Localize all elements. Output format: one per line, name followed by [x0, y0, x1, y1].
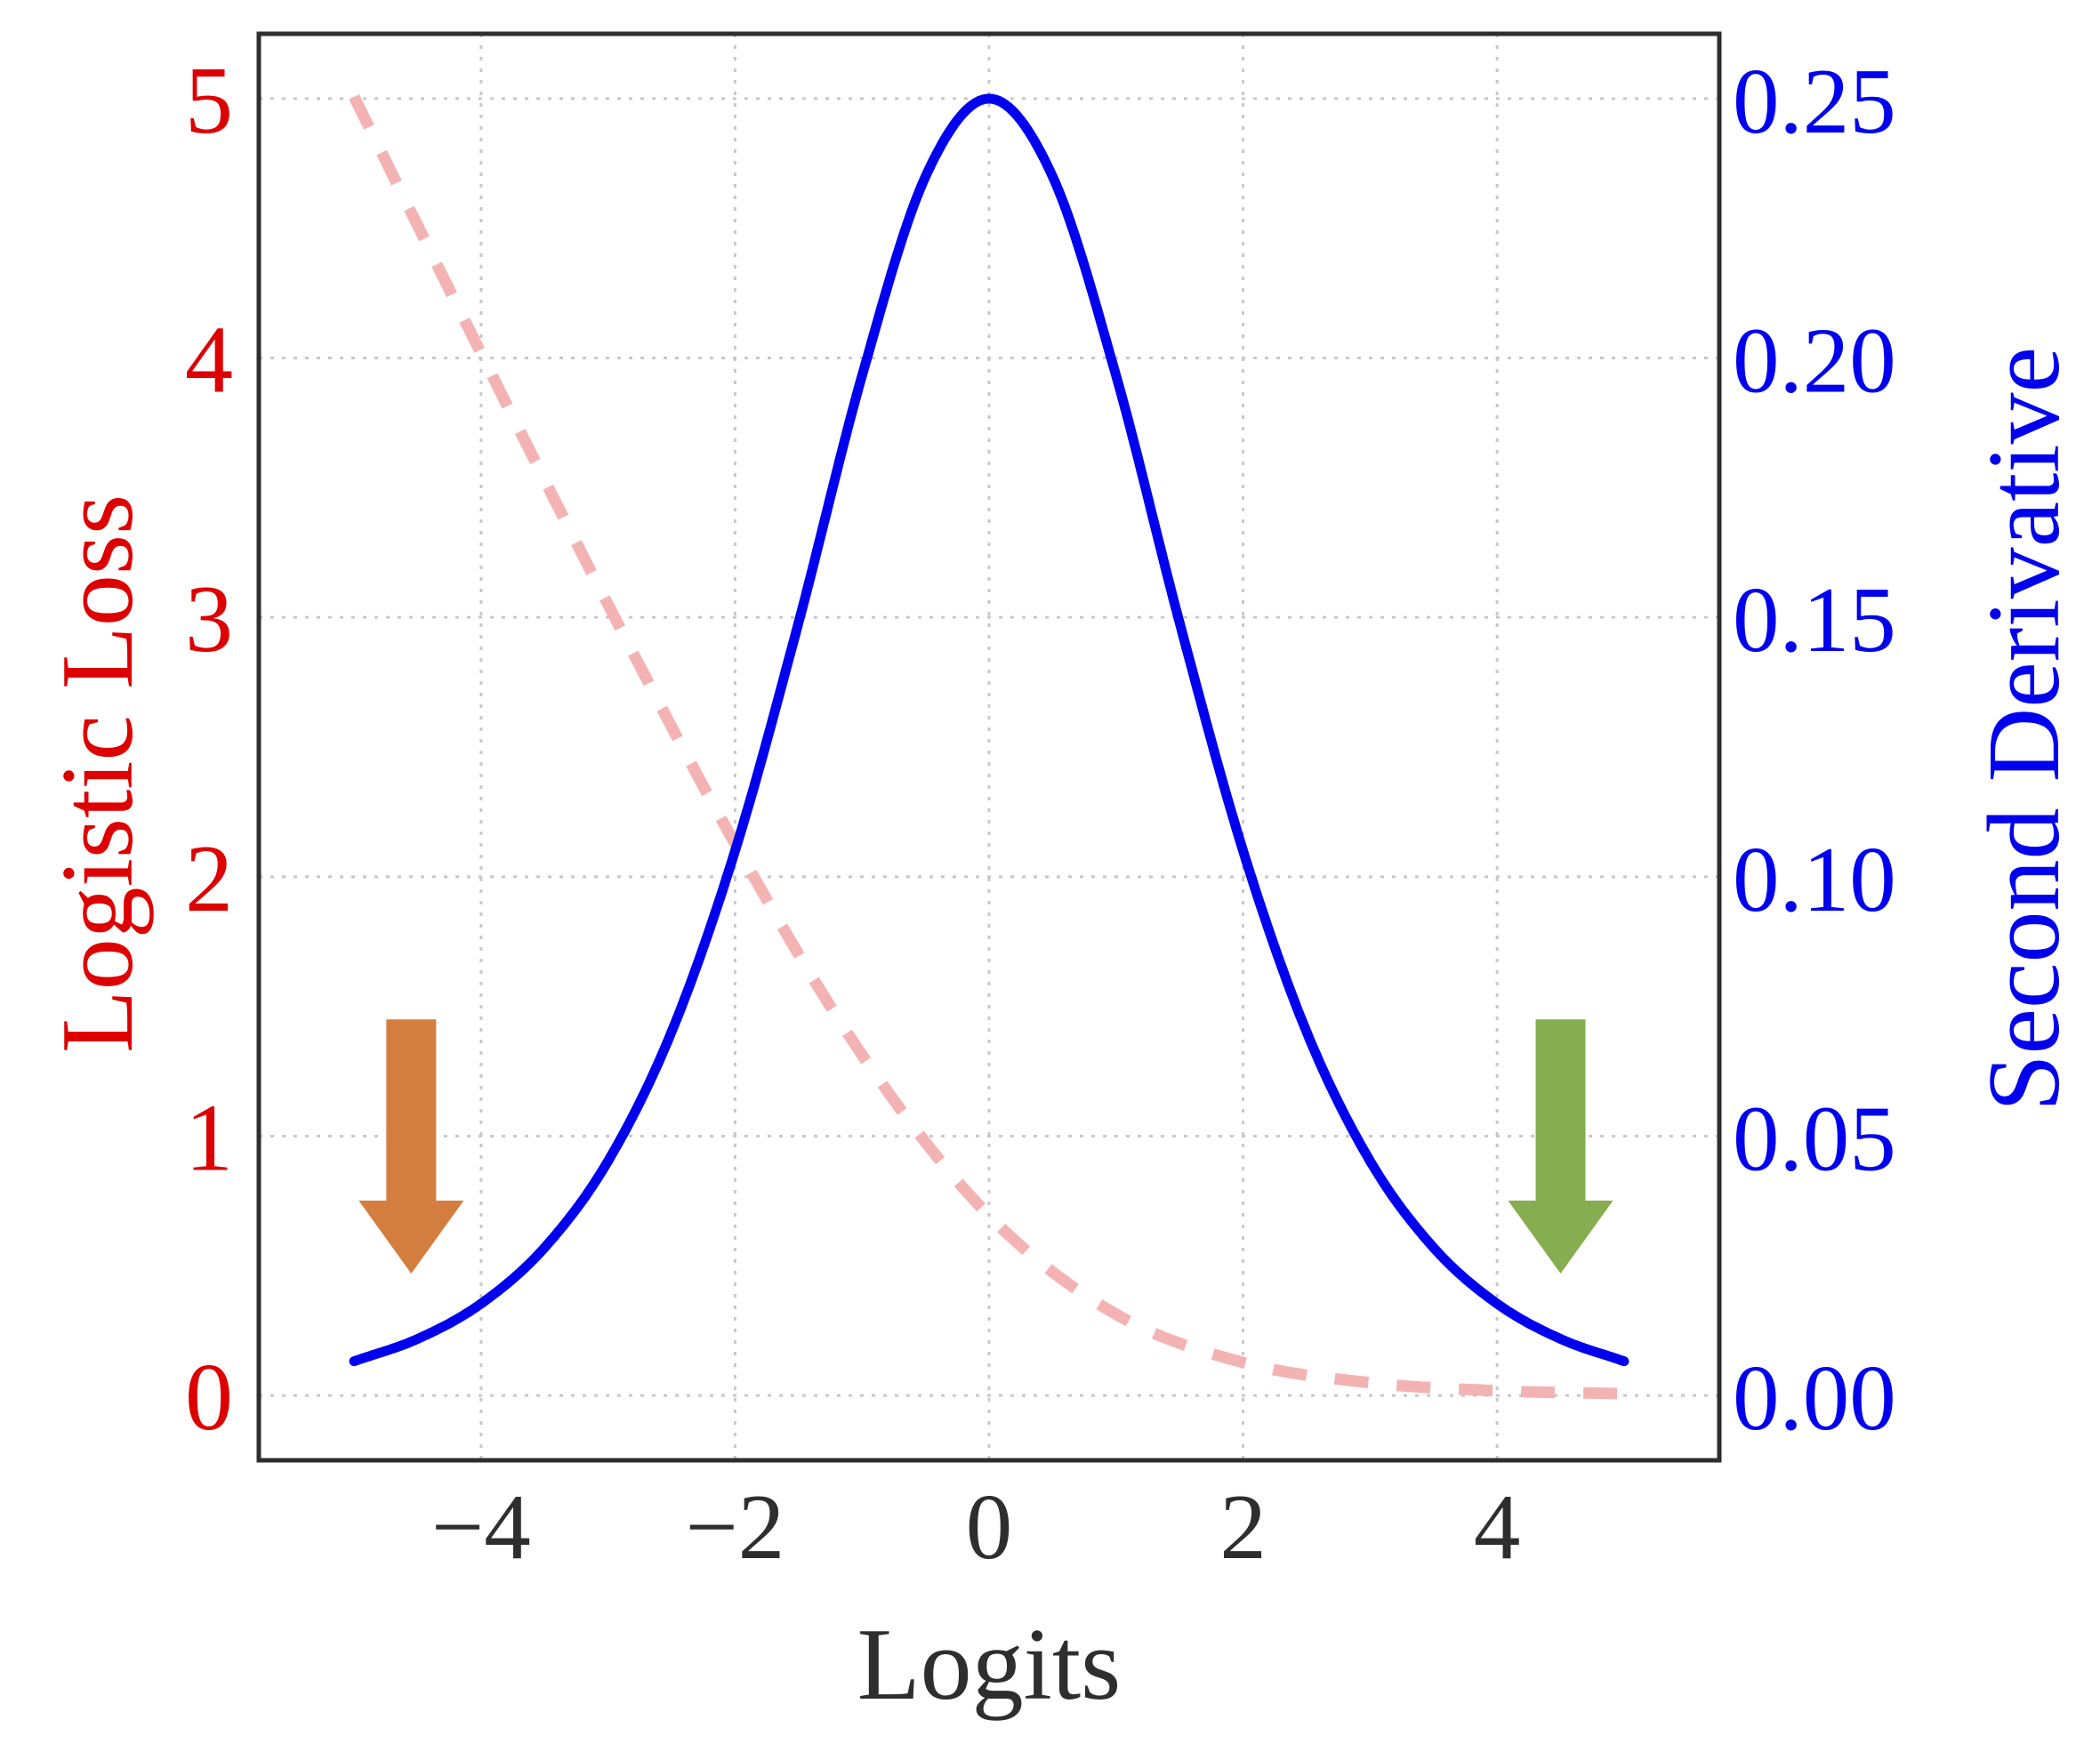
x-tick-label: 4 [1474, 1475, 1521, 1579]
y-right-axis-title: Second Derivative [1967, 347, 2081, 1112]
grid [259, 34, 1719, 1460]
annotations [358, 1019, 1613, 1274]
y-left-tick-label: 0 [185, 1345, 233, 1451]
plot-frame [256, 31, 1722, 1463]
y-right-tick-labels: 0.00 0.05 0.10 0.15 0.20 0.25 [1733, 49, 1896, 1450]
y-left-tick-labels: 0 1 2 3 4 5 [185, 48, 233, 1451]
y-right-tick-label: 0.00 [1733, 1346, 1896, 1450]
y-right-tick-label: 0.25 [1733, 49, 1896, 153]
x-axis-title: Logits [857, 1608, 1121, 1722]
y-right-tick-label: 0.10 [1733, 827, 1896, 931]
x-tick-label: −2 [686, 1475, 785, 1579]
series-line-second-derivative [349, 93, 1629, 1367]
down-arrow-green [1508, 1019, 1613, 1274]
series-line-logistic-loss [349, 94, 1624, 1400]
y-right-tick-label: 0.05 [1733, 1086, 1896, 1190]
x-tick-label: −4 [431, 1475, 531, 1579]
y-left-tick-label: 2 [185, 826, 233, 932]
x-tick-labels: −4 −2 0 2 4 [431, 1475, 1520, 1579]
y-left-axis-title: Logistic Loss [41, 494, 155, 1053]
series-group [349, 93, 1629, 1400]
x-tick-label: 0 [966, 1475, 1013, 1579]
y-right-tick-label: 0.20 [1733, 309, 1896, 413]
y-left-tick-label: 5 [185, 48, 233, 154]
y-left-tick-label: 4 [185, 308, 233, 414]
y-left-tick-label: 3 [185, 567, 233, 672]
down-arrow-orange [358, 1019, 464, 1274]
x-tick-label: 2 [1219, 1475, 1267, 1579]
y-left-tick-label: 1 [185, 1085, 233, 1191]
y-right-tick-label: 0.15 [1733, 567, 1896, 671]
